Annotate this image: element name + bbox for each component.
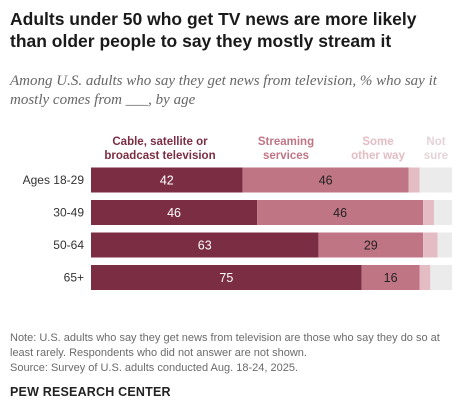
- bar-segment-streaming-services: [242, 167, 409, 193]
- stacked-bar-chart: Cable, satellite or broadcast television S…: [23, 136, 452, 290]
- chart-subtitle: Among U.S. adults who say they get news …: [10, 73, 437, 108]
- chart-title: Adults under 50 who get TV news are more…: [10, 9, 417, 51]
- bar-segment-some-other-way: [408, 167, 420, 193]
- category-label: Ages 18-29: [23, 173, 85, 187]
- bar-segment-not-sure: [433, 200, 452, 225]
- footer-source: Source: Survey of U.S. adults conducted …: [10, 362, 299, 374]
- data-label: 42: [160, 174, 174, 188]
- bar-segment-some-other-way: [423, 232, 438, 258]
- data-label: 46: [319, 174, 333, 188]
- organization-name: PEW RESEARCH CENTER: [10, 385, 171, 399]
- bar-segment-not-sure: [419, 167, 452, 193]
- bar-segment-streaming-services: [361, 265, 420, 290]
- chart-footer: Note: U.S. adults who say they get news …: [10, 331, 455, 376]
- bar-segment-cable-satellite-or-broadcast-television: [91, 265, 362, 290]
- bar-segment-some-other-way: [419, 265, 431, 290]
- data-label: 75: [219, 271, 233, 285]
- legend-label-not-sure: Not sure: [424, 136, 448, 162]
- data-label: 29: [364, 239, 378, 253]
- data-label: 16: [384, 271, 398, 285]
- legend-label-some-other-way: Some other way: [351, 136, 405, 162]
- bar-segment-some-other-way: [423, 200, 434, 225]
- bar-segment-not-sure: [437, 232, 452, 258]
- legend-label-streaming-services: Streaming services: [258, 136, 314, 162]
- bar-segment-cable-satellite-or-broadcast-television: [91, 232, 319, 258]
- category-label: 65+: [64, 271, 84, 285]
- bar-segment-cable-satellite-or-broadcast-television: [91, 167, 243, 193]
- category-label: 30-49: [53, 206, 84, 220]
- bar-segment-cable-satellite-or-broadcast-television: [91, 200, 258, 225]
- bar-segment-not-sure: [430, 265, 452, 290]
- data-label: 46: [333, 206, 347, 220]
- data-label: 63: [198, 239, 212, 253]
- bar-segment-streaming-services: [318, 232, 424, 258]
- data-label: 46: [167, 206, 181, 220]
- category-label: 50-64: [53, 238, 84, 252]
- legend-label-cable-satellite-or-broadcast-television: Cable, satellite or broadcast television: [104, 136, 215, 162]
- footer-note: Note: U.S. adults who say they get news …: [10, 332, 440, 359]
- bar-segment-streaming-services: [257, 200, 424, 225]
